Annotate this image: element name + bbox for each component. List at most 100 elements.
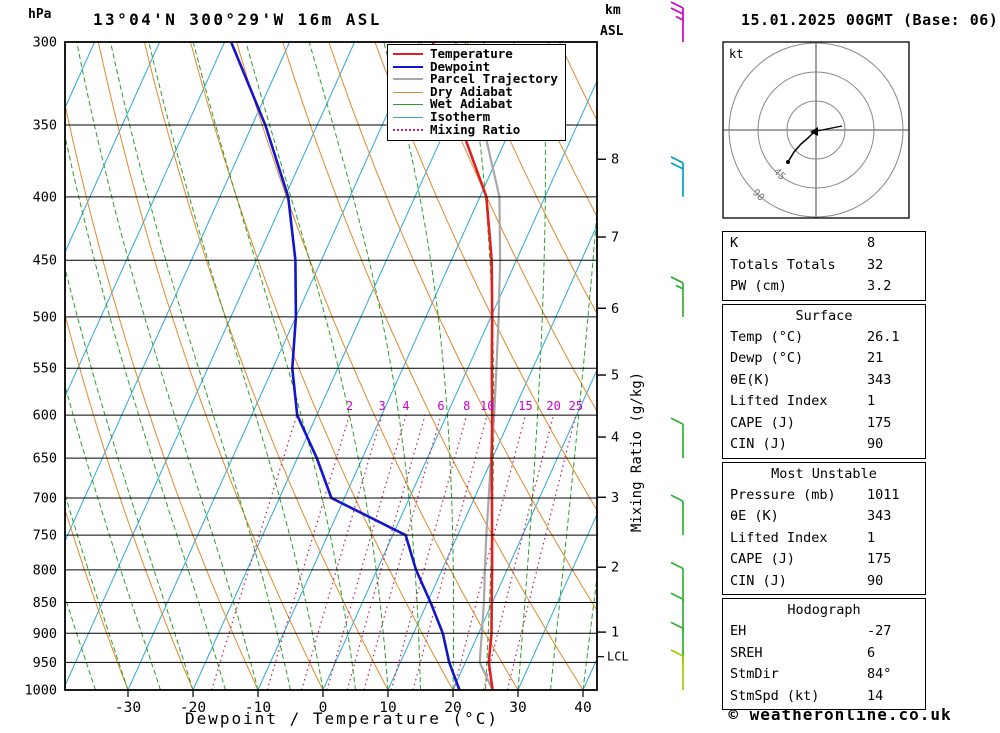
legend-item: Temperature <box>393 46 558 61</box>
stats-section: Hodograph EH -27 SREH 6 StmDir 84° StmSpd (kt) 1… <box>722 598 926 710</box>
svg-text:500: 500 <box>33 309 57 325</box>
stat-row: Lifted Index 1 <box>723 391 925 413</box>
svg-text:6: 6 <box>611 301 619 317</box>
stat-value: 3.2 <box>867 278 892 294</box>
svg-text:2: 2 <box>611 560 619 576</box>
svg-text:350: 350 <box>33 117 57 133</box>
svg-text:8: 8 <box>611 152 619 168</box>
stats-section: K 8 Totals Totals 32 PW (cm) 3.2 <box>722 231 926 301</box>
svg-text:Mixing Ratio (g/kg): Mixing Ratio (g/kg) <box>629 372 645 532</box>
stats-panel: K 8 Totals Totals 32 PW (cm) 3.2 Surface Temp (… <box>722 231 926 713</box>
svg-text:400: 400 <box>33 189 57 205</box>
stat-label: Dewp (°C) <box>730 350 804 366</box>
stat-value: 90 <box>867 572 884 589</box>
svg-text:4: 4 <box>611 430 619 446</box>
svg-text:5: 5 <box>611 368 619 384</box>
svg-text:550: 550 <box>33 361 57 377</box>
wind-barb <box>670 417 684 459</box>
svg-text:10: 10 <box>379 700 396 716</box>
station-title: 13°04'N 300°29'W 16m ASL <box>93 10 382 29</box>
km-axis-unit: km <box>605 3 621 18</box>
legend-label: Isotherm <box>430 108 491 124</box>
stat-label: Totals Totals <box>730 256 836 273</box>
svg-text:15: 15 <box>518 399 532 413</box>
stat-label: Lifted Index <box>730 393 828 409</box>
stat-value: 1 <box>867 393 876 409</box>
legend-item: Parcel Trajectory <box>393 73 558 86</box>
svg-text:2: 2 <box>346 399 353 413</box>
stat-value: 343 <box>867 508 892 524</box>
svg-text:-10: -10 <box>245 700 271 716</box>
svg-text:650: 650 <box>33 451 57 467</box>
svg-text:3: 3 <box>378 399 385 413</box>
legend-item: Dewpoint <box>393 58 558 74</box>
datetime-title: 15.01.2025 00GMT (Base: 06) <box>741 11 999 29</box>
wind-barb <box>670 649 684 690</box>
legend-item: Dry Adiabat <box>393 83 558 99</box>
stat-row: Totals Totals 32 <box>723 255 925 277</box>
svg-text:25: 25 <box>569 399 583 413</box>
stat-value: 26.1 <box>867 328 900 345</box>
stat-label: Temp (°C) <box>730 328 804 345</box>
stat-label: CIN (J) <box>730 572 787 589</box>
stat-value: 90 <box>867 436 884 452</box>
legend-line-sample <box>393 116 423 118</box>
legend-label: Dewpoint <box>430 58 491 74</box>
stat-row: StmDir 84° <box>723 664 925 686</box>
svg-text:LCL: LCL <box>607 650 629 664</box>
wind-barb <box>670 561 684 603</box>
svg-text:8: 8 <box>463 399 470 413</box>
stat-label: CIN (J) <box>730 436 787 452</box>
svg-text:800: 800 <box>33 562 57 578</box>
stat-value: -27 <box>867 623 892 639</box>
legend-line-sample <box>393 104 423 106</box>
svg-text:900: 900 <box>33 626 57 642</box>
stat-value: 175 <box>867 551 892 567</box>
stats-section-title: Hodograph <box>787 602 861 618</box>
stat-label: Pressure (mb) <box>730 486 836 503</box>
stat-value: 84° <box>867 666 892 682</box>
stat-row: θE (K) 343 <box>723 506 925 528</box>
stat-label: θE (K) <box>730 508 779 524</box>
stats-section-title: Surface <box>795 307 853 324</box>
stat-row: Pressure (mb) 1011 <box>723 485 925 507</box>
stat-label: CAPE (J) <box>730 551 796 567</box>
svg-text:20: 20 <box>444 700 461 716</box>
svg-text:-30: -30 <box>115 700 141 716</box>
hodograph-unit-label: kt <box>729 47 744 61</box>
stat-row: SREH 6 <box>723 643 925 665</box>
legend-label: Dry Adiabat <box>430 83 513 99</box>
stat-row: θE(K) 343 <box>723 370 925 392</box>
stat-label: PW (cm) <box>730 278 787 294</box>
stat-row: CAPE (J) 175 <box>723 413 925 435</box>
svg-text:750: 750 <box>33 528 57 544</box>
svg-text:20: 20 <box>546 399 560 413</box>
stat-row: Temp (°C) 26.1 <box>723 327 925 349</box>
svg-text:40: 40 <box>574 700 591 716</box>
temp-axis-title: Dewpoint / Temperature (°C) <box>184 709 500 728</box>
legend-label: Mixing Ratio <box>430 121 521 137</box>
wind-barb <box>670 494 684 536</box>
legend-item: Wet Adiabat <box>393 98 558 111</box>
stat-value: 14 <box>867 687 884 704</box>
wind-barb <box>670 276 684 317</box>
svg-text:1: 1 <box>611 625 619 641</box>
svg-text:600: 600 <box>33 408 57 424</box>
stat-value: 1011 <box>867 486 900 503</box>
stats-section: Surface Temp (°C) 26.1 Dewp (°C) 21 θE(K) 343 L… <box>722 303 926 459</box>
legend-line-sample <box>393 91 423 93</box>
stat-label: Lifted Index <box>730 529 828 546</box>
stat-row: PW (cm) 3.2 <box>723 276 925 298</box>
svg-text:7: 7 <box>611 230 619 246</box>
stat-row: Lifted Index 1 <box>723 528 925 550</box>
svg-text:6: 6 <box>437 399 444 413</box>
legend-item: Mixing Ratio <box>393 121 558 137</box>
legend-label: Temperature <box>430 46 513 61</box>
stat-label: StmSpd (kt) <box>730 687 820 704</box>
svg-text:850: 850 <box>33 595 57 611</box>
legend: Temperature Dewpoint Parcel Trajectory Dry … <box>387 44 566 142</box>
